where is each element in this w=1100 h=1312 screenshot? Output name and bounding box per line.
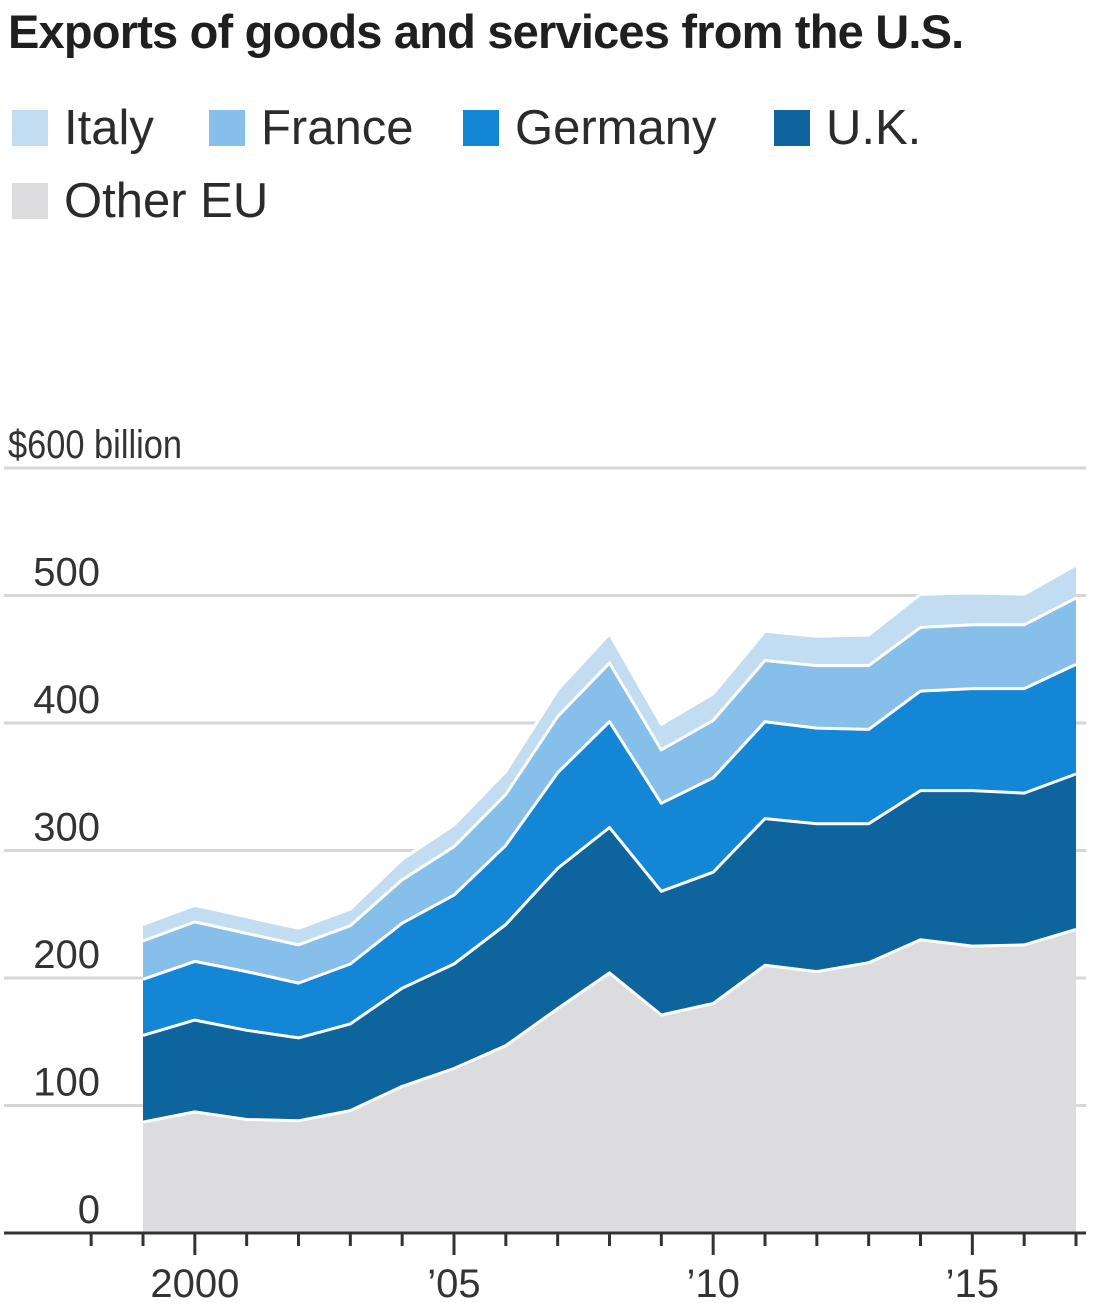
boundary-other-eu [142,928,1077,1124]
y-axis-labels: 0 100 200 300 400 500 $600 billion [8,422,182,1232]
boundary-italy [142,563,1077,930]
area-italy [143,564,1076,945]
y-tick-label-500: 500 [33,551,100,595]
x-tick-label-2015: ’15 [946,1262,999,1306]
legend-label-uk: U.K. [826,101,922,155]
y-axis-unit-label: $600 billion [8,422,182,467]
area-u-k [143,774,1076,1123]
legend-swatch-uk [774,110,810,146]
boundary-germany [142,663,1077,985]
x-tick-label-2010: ’10 [686,1262,739,1306]
legend-item-germany: Germany [463,100,717,156]
legend-item-france: France [209,100,414,156]
area-france [143,598,1076,984]
legend-item-other-eu: Other EU [12,173,268,229]
x-tick-label-2005: ’05 [427,1262,480,1306]
legend-item-italy: Italy [12,100,154,156]
legend-swatch-italy [12,110,48,146]
legend-swatch-france [209,110,245,146]
legend-swatch-germany [463,110,499,146]
x-axis: 2000 ’05 ’10 ’15 [4,1231,1086,1306]
legend-label-italy: Italy [64,101,154,155]
y-tick-label-100: 100 [33,1061,100,1105]
y-tick-label-200: 200 [33,933,100,977]
legend-swatch-other-eu [12,183,48,219]
legend-item-uk: U.K. [774,100,921,156]
boundary-lines [142,563,1077,1124]
area-other-eu [143,929,1076,1233]
y-tick-label-0: 0 [78,1188,100,1232]
legend-label-germany: Germany [515,101,717,155]
boundary-france [142,596,1077,947]
chart-title: Exports of goods and services from the U… [8,5,964,58]
y-tick-label-400: 400 [33,678,100,722]
legend-label-france: France [261,101,414,155]
x-tick-label-2000: 2000 [150,1262,239,1306]
boundary-u-k [142,772,1077,1040]
legend-label-other-eu: Other EU [64,174,269,228]
y-tick-label-300: 300 [33,806,100,850]
